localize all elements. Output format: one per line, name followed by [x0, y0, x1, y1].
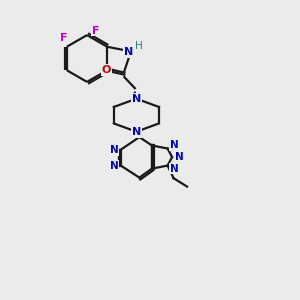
Text: N: N — [170, 164, 178, 174]
Text: F: F — [60, 33, 68, 43]
Text: H: H — [136, 40, 143, 51]
Text: N: N — [175, 152, 184, 162]
Text: N: N — [132, 94, 141, 104]
Text: F: F — [92, 26, 99, 36]
Text: N: N — [132, 127, 141, 137]
Text: O: O — [102, 65, 111, 75]
Text: N: N — [110, 145, 118, 155]
Text: N: N — [170, 140, 178, 151]
Text: N: N — [110, 160, 118, 171]
Text: N: N — [124, 47, 134, 57]
